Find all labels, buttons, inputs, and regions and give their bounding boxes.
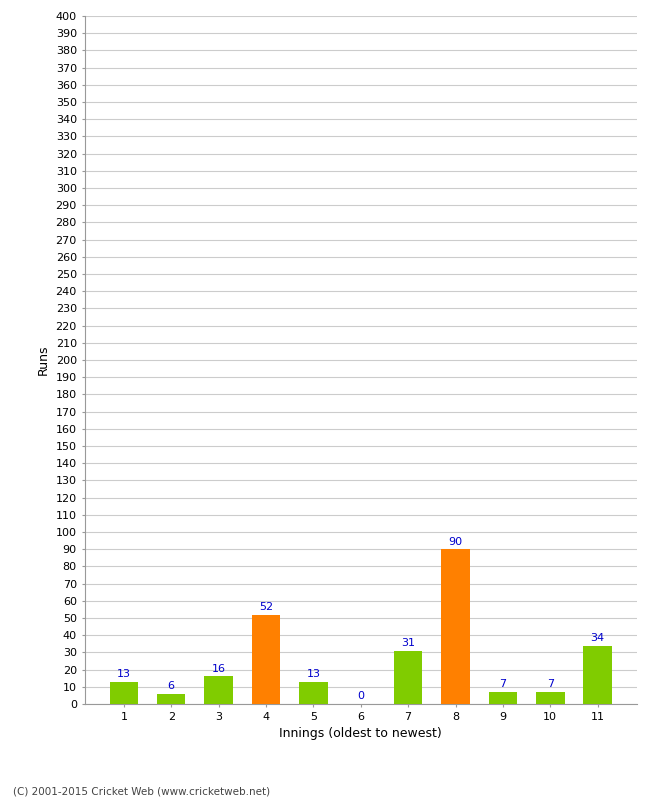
Text: (C) 2001-2015 Cricket Web (www.cricketweb.net): (C) 2001-2015 Cricket Web (www.cricketwe… — [13, 786, 270, 796]
Y-axis label: Runs: Runs — [37, 345, 50, 375]
Bar — [441, 549, 470, 704]
Text: 16: 16 — [212, 664, 226, 674]
Text: 52: 52 — [259, 602, 273, 612]
Bar — [489, 692, 517, 704]
Bar — [536, 692, 564, 704]
Text: 13: 13 — [306, 669, 320, 679]
Bar — [157, 694, 185, 704]
Bar — [204, 677, 233, 704]
Bar — [252, 614, 280, 704]
Text: 13: 13 — [117, 669, 131, 679]
Text: 7: 7 — [547, 679, 554, 690]
Bar — [299, 682, 328, 704]
Bar — [394, 650, 422, 704]
Text: 7: 7 — [499, 679, 506, 690]
Bar — [584, 646, 612, 704]
Text: 0: 0 — [358, 691, 364, 702]
Text: 31: 31 — [401, 638, 415, 648]
Text: 6: 6 — [168, 681, 175, 691]
X-axis label: Innings (oldest to newest): Innings (oldest to newest) — [280, 727, 442, 740]
Bar — [110, 682, 138, 704]
Text: 90: 90 — [448, 537, 463, 546]
Text: 34: 34 — [591, 633, 604, 643]
